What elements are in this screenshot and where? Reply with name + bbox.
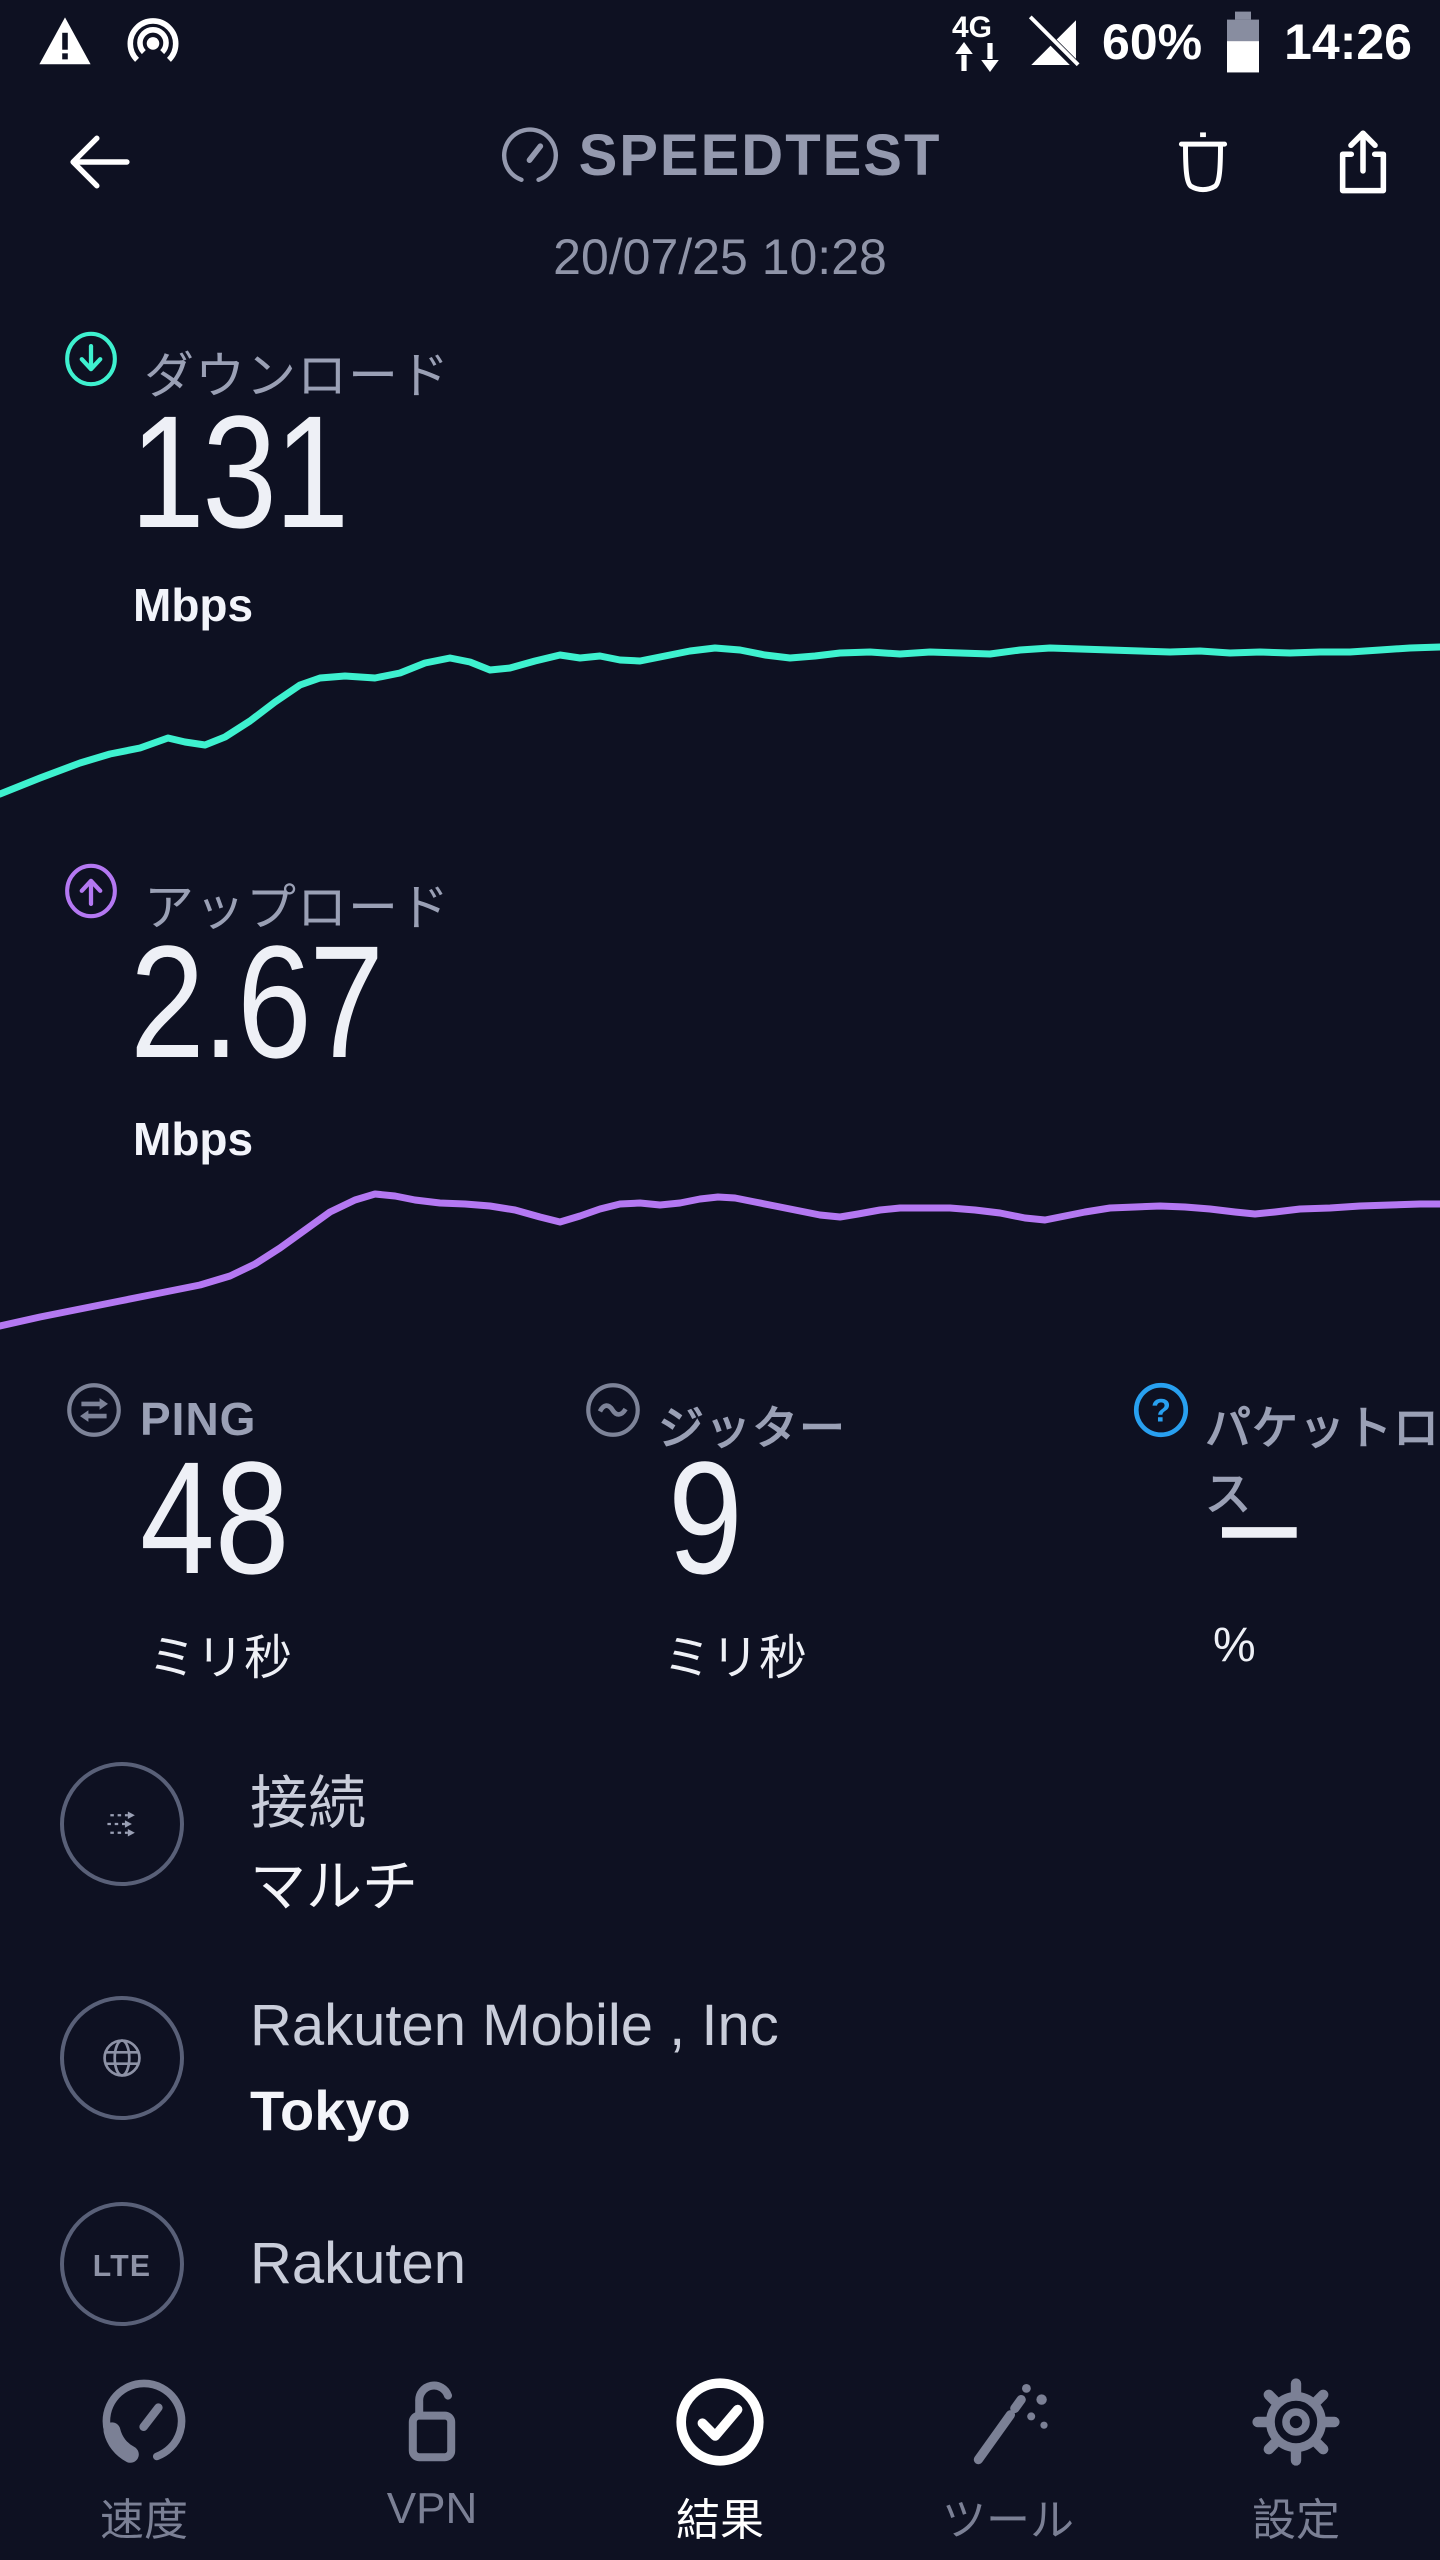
download-value: 131 [130,382,349,561]
ping-value: 48 [140,1428,290,1607]
packet-loss-help-icon[interactable]: ? [1133,1382,1189,1438]
results-check-icon [672,2374,768,2470]
back-button[interactable] [62,124,138,200]
battery-icon [1222,10,1264,74]
battery-percent-text: 60% [1102,14,1203,70]
nav-label-tools: ツール [942,2496,1074,2545]
download-speed-chart [0,643,1440,798]
isp-name: Rakuten Mobile , Inc [250,1993,779,2058]
status-bar-right: 4G 60% 14:26 [952,10,1412,74]
trash-icon [1168,126,1238,196]
share-icon [1326,124,1400,198]
no-signal-icon [1024,13,1082,71]
warning-icon [36,12,94,70]
nav-label-settings: 設定 [1252,2496,1340,2545]
nav-item-vpn[interactable]: VPN [288,2366,576,2560]
share-result-button[interactable] [1326,124,1400,198]
packet-loss-value: – [1222,1428,1297,1607]
nav-label-speed: 速度 [100,2496,188,2545]
mobile-data-4g-icon: 4G [952,11,1004,73]
status-bar-left [36,12,182,70]
nav-item-speed[interactable]: 速度 [0,2366,288,2560]
back-arrow-icon [62,124,138,200]
ping-unit: ミリ秒 [148,1632,293,1685]
ping-icon [66,1382,122,1438]
nav-item-settings[interactable]: 設定 [1152,2366,1440,2560]
bottom-navigation: 速度 VPN 結果 [0,2366,1440,2560]
lte-badge-text: LTE [93,2250,151,2283]
ping-label: PING [140,1393,257,1445]
upload-label: アップロード [144,880,450,936]
magic-wand-icon [960,2374,1056,2470]
connection-type-label: 接続 [250,1771,367,1836]
settings-gear-icon [1248,2374,1344,2470]
nav-item-results[interactable]: 結果 [576,2366,864,2560]
server-location: Tokyo [250,2079,411,2142]
svg-text:?: ? [1151,1392,1171,1429]
nav-item-tools[interactable]: ツール [864,2366,1152,2560]
clock-text: 14:26 [1284,14,1412,70]
page-title: SPEEDTEST [578,123,942,188]
jitter-value: 9 [668,1428,743,1607]
upload-unit: Mbps [133,1113,254,1165]
packet-loss-unit: % [1213,1619,1256,1672]
connection-type-value: マルチ [250,1855,418,1918]
packet-loss-label: パケットロス [1205,1402,1440,1520]
globe-icon [60,1996,184,2120]
result-timestamp: 20/07/25 10:28 [553,229,887,285]
vpn-unlocked-icon [384,2374,480,2470]
hotspot-icon [124,12,182,70]
speedtest-gauge-icon [499,125,561,187]
download-label: ダウンロード [144,348,450,404]
lte-badge-icon: LTE [60,2202,184,2326]
delete-result-button[interactable] [1168,126,1238,196]
upload-speed-chart [0,1190,1440,1330]
download-unit: Mbps [133,579,254,631]
jitter-label: ジッター [658,1402,846,1454]
app-logo: SPEEDTEST [0,122,1440,189]
upload-arrow-icon [64,862,118,920]
svg-text:4G: 4G [952,11,992,44]
nav-label-results: 結果 [676,2496,764,2545]
upload-value: 2.67 [130,912,384,1091]
nav-label-vpn: VPN [386,2484,478,2533]
jitter-icon [585,1382,641,1438]
multi-connection-icon [60,1762,184,1886]
jitter-unit: ミリ秒 [663,1632,808,1685]
carrier-name: Rakuten [250,2231,467,2296]
speed-gauge-icon [96,2374,192,2470]
download-arrow-icon [64,330,118,388]
